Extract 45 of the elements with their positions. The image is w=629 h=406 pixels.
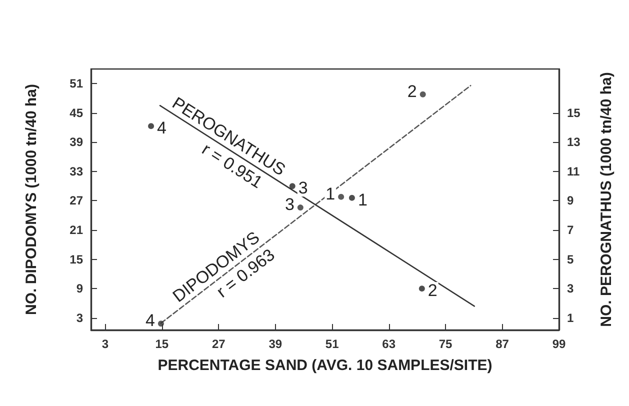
point (418, 286, 425, 292)
point (297, 204, 304, 211)
y2-tick-label: 11 (567, 164, 580, 178)
point (148, 123, 154, 130)
x-tick-label: 51 (325, 337, 340, 351)
x-axis-title: PERCENTAGE SAND (AVG. 10 SAMPLES/SITE) (158, 357, 492, 374)
y-tick-label: 3 (76, 310, 84, 325)
y2-tick-label: 9 (567, 194, 574, 208)
y2-tick-label: 5 (567, 252, 574, 266)
x-tick-label: 75 (438, 337, 453, 351)
y-tick-label: 39 (70, 135, 84, 150)
x-tick-label: 15 (155, 337, 169, 351)
annotation: 1 (326, 184, 336, 204)
x-tick-label: 99 (552, 337, 566, 351)
y2-tick-label: 15 (567, 106, 581, 120)
x-tick-label: 39 (268, 337, 282, 351)
point (289, 183, 296, 190)
x-tick-label: 87 (496, 337, 510, 351)
point (158, 320, 164, 327)
x-tick-label: 63 (382, 337, 396, 351)
y2-tick-label: 13 (567, 135, 581, 150)
y-tick-label: 9 (76, 282, 84, 296)
annotation: 2 (407, 82, 417, 101)
y2-tick-label: 1 (567, 310, 574, 325)
y-tick-label: 21 (70, 222, 84, 237)
y2-tick-label: 7 (567, 223, 574, 238)
y-tick-label: 27 (70, 194, 84, 208)
x-tick-label: 3 (102, 337, 109, 351)
annotation: 2 (428, 281, 438, 300)
y-axis-title: NO. DIPODOMYS (1000 tn/40 ha) (23, 84, 40, 315)
annotation: 3 (298, 178, 308, 198)
annotation: 4 (157, 118, 167, 138)
y-tick-label: 15 (70, 252, 84, 266)
point (338, 194, 344, 200)
y-tick-label: 45 (70, 106, 84, 120)
annotation: 1 (358, 190, 368, 210)
annotation: 4 (145, 311, 155, 330)
y-tick-label: 51 (70, 76, 84, 91)
annotation: 3 (284, 195, 294, 214)
point (348, 194, 355, 201)
point (420, 91, 426, 98)
y-tick-label: 33 (70, 164, 84, 178)
y2-axis-title: NO. PEROGNATHUS (1000 tn/40 ha) (598, 72, 615, 327)
y2-tick-label: 3 (567, 282, 574, 296)
x-tick-label: 27 (212, 337, 226, 351)
